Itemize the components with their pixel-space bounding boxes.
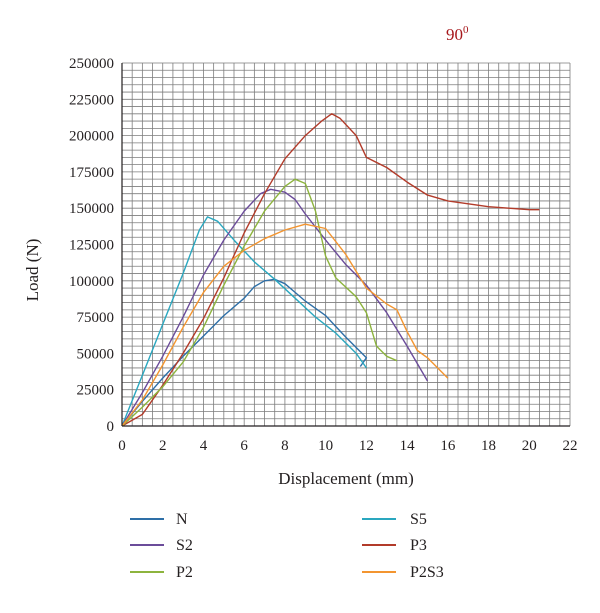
x-tick-label: 18 [481, 438, 496, 454]
x-axis-title: Displacement (mm) [278, 469, 414, 488]
series-line-p3 [121, 113, 540, 427]
chart-grid [121, 62, 571, 427]
legend-label-p2: P2 [176, 564, 193, 581]
y-tick-label: 75000 [77, 310, 115, 326]
chart-annotation: 900 [446, 24, 469, 44]
x-tick-label: 6 [240, 438, 248, 454]
chart-axes [121, 63, 570, 427]
legend-label-p3: P3 [410, 537, 427, 554]
annotation-superscript: 0 [463, 24, 469, 36]
legend-label-s5: S5 [410, 511, 427, 528]
series-line-p2 [121, 178, 398, 427]
legend-label-n: N [176, 511, 188, 528]
y-tick-label: 150000 [69, 201, 114, 217]
x-tick-label: 10 [318, 438, 333, 454]
x-tick-label: 4 [200, 438, 208, 454]
chart-series [121, 113, 540, 427]
x-tick-label: 16 [440, 438, 456, 454]
x-tick-label: 22 [563, 438, 578, 454]
y-tick-label: 175000 [69, 165, 114, 181]
annotation-base: 90 [446, 25, 463, 44]
y-tick-label: 200000 [69, 129, 114, 145]
y-tick-label: 225000 [69, 92, 114, 108]
legend-label-p2s3: P2S3 [410, 564, 444, 581]
legend-label-s2: S2 [176, 537, 193, 554]
y-tick-label: 25000 [77, 383, 115, 399]
x-tick-label: 0 [118, 438, 126, 454]
series-line-s2 [121, 188, 429, 427]
y-tick-label: 100000 [69, 274, 114, 290]
chart-tick-labels: 0 2 4 6 8 10 12 14 16 18 20 22 0 25000 50000 75000 10000… [69, 56, 578, 454]
x-tick-label: 8 [281, 438, 289, 454]
y-tick-label: 125000 [69, 238, 114, 254]
y-tick-label: 50000 [77, 346, 115, 362]
series-line-s5 [121, 216, 367, 427]
x-tick-label: 2 [159, 438, 167, 454]
x-tick-label: 14 [400, 438, 416, 454]
chart-legend: N S2 P2 S5 P3 P2S3 [130, 511, 444, 581]
y-axis-title: Load (N) [23, 239, 42, 302]
y-tick-label: 250000 [69, 56, 114, 72]
series-line-p2s3 [121, 223, 449, 427]
y-tick-label: 0 [107, 419, 115, 435]
x-tick-label: 20 [522, 438, 537, 454]
x-tick-label: 12 [359, 438, 374, 454]
